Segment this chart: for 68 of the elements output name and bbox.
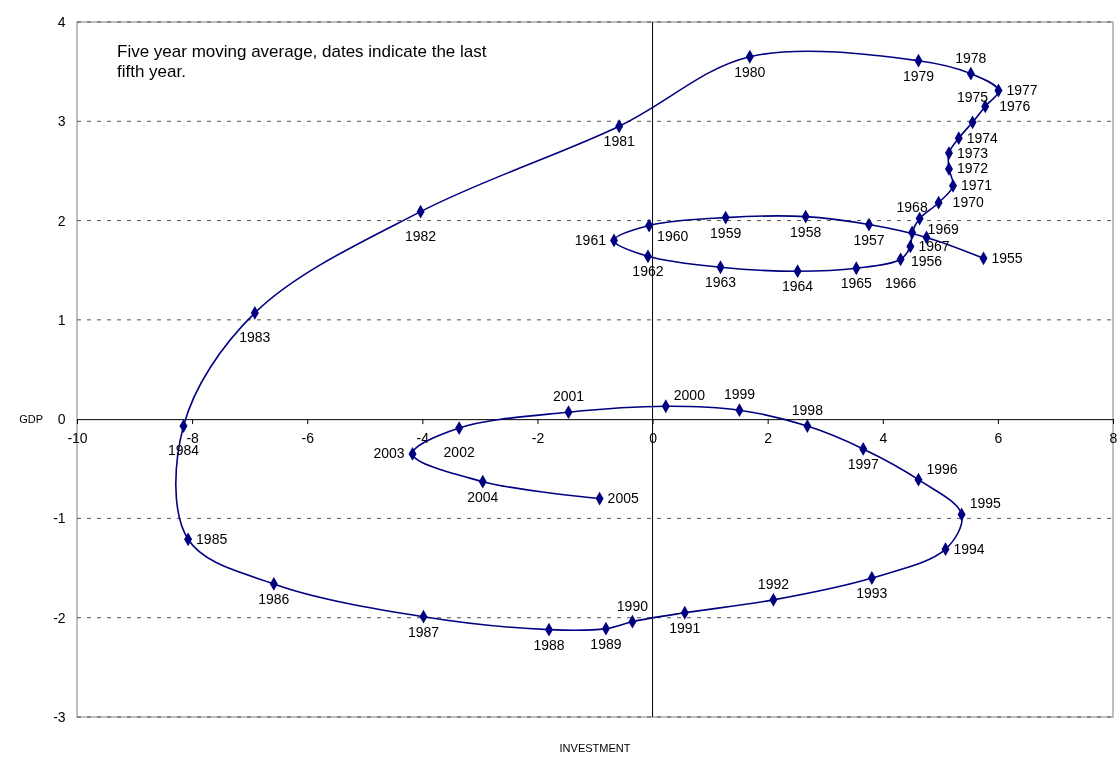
annotation: 1985 xyxy=(196,530,228,547)
annotation: 1997 xyxy=(847,455,879,472)
annotation: 1981 xyxy=(603,133,635,150)
annotation: 1998 xyxy=(791,402,824,419)
annotation: 1975 xyxy=(956,89,989,106)
y-tick-label: 4 xyxy=(57,13,66,30)
x-axis-title: INVESTMENT xyxy=(559,742,631,754)
y-tick-label: -3 xyxy=(53,708,66,725)
annotation: 1971 xyxy=(961,177,993,194)
annotation: 1959 xyxy=(710,224,742,241)
x-tick-label: 2 xyxy=(764,429,773,446)
annotation: 1955 xyxy=(991,249,1023,266)
annotation: 1968 xyxy=(896,199,928,216)
annotation: 1999 xyxy=(723,386,756,403)
y-axis-title: GDP xyxy=(19,412,43,425)
y-tick-label: 2 xyxy=(57,212,66,229)
annotation: 1983 xyxy=(239,328,271,345)
annotation: 1974 xyxy=(966,129,999,146)
annotation: 2005 xyxy=(607,490,639,507)
annotation: 1960 xyxy=(657,227,689,244)
annotation: 1978 xyxy=(955,49,987,66)
annotation: 1973 xyxy=(956,144,989,161)
annotation: 1980 xyxy=(734,63,766,80)
y-tick-label: 3 xyxy=(57,113,66,130)
annotation: 1986 xyxy=(258,590,290,607)
annotation: 1958 xyxy=(790,223,822,240)
x-tick-label: -6 xyxy=(301,429,315,446)
x-tick-label: 4 xyxy=(879,429,888,446)
annotation: 1976 xyxy=(999,97,1031,114)
x-tick-label: 8 xyxy=(1109,429,1117,446)
annotation: 1979 xyxy=(902,67,935,84)
annotation: 1966 xyxy=(885,275,917,292)
annotation: 1967 xyxy=(918,237,950,254)
y-tick-label: -1 xyxy=(53,510,66,527)
annotation: 1990 xyxy=(616,597,649,614)
annotation: 2000 xyxy=(673,387,706,404)
x-tick-label: 6 xyxy=(994,429,1003,446)
annotation: 2002 xyxy=(443,444,475,461)
x-tick-label: -8 xyxy=(186,429,200,446)
annotation: 1961 xyxy=(574,231,607,248)
annotation: 1956 xyxy=(910,253,943,270)
annotation: 1992 xyxy=(757,575,790,592)
annotation: 1970 xyxy=(952,194,984,211)
y-tick-label: 1 xyxy=(57,311,66,328)
annotation: 1977 xyxy=(1006,82,1038,99)
annotation: Five year moving average, dates indicate the last fifth year. xyxy=(117,42,487,82)
annotation: 1991 xyxy=(669,619,701,636)
annotation: 1994 xyxy=(953,540,985,557)
annotation: 1989 xyxy=(590,635,622,652)
annotation: 1964 xyxy=(782,278,814,295)
annotation: 1982 xyxy=(405,227,437,244)
annotation: 1996 xyxy=(926,460,958,477)
annotation: 1987 xyxy=(407,623,440,640)
annotation: 1993 xyxy=(856,585,888,601)
annotation: 1995 xyxy=(969,495,1001,512)
annotation: 1988 xyxy=(533,636,565,653)
annotation: 1965 xyxy=(840,275,873,292)
annotation: 1963 xyxy=(704,274,737,291)
annotation: 2001 xyxy=(552,388,585,405)
x-tick-label: -2 xyxy=(531,429,545,446)
x-tick-label: -10 xyxy=(67,429,88,446)
annotation: 2003 xyxy=(373,445,405,462)
annotation: 1969 xyxy=(927,220,959,237)
y-tick-label: 0 xyxy=(57,411,66,428)
y-tick-label: -2 xyxy=(53,609,66,626)
annotation: 1957 xyxy=(853,231,885,248)
annotation: 1972 xyxy=(956,160,989,177)
annotation: 2004 xyxy=(467,488,499,505)
